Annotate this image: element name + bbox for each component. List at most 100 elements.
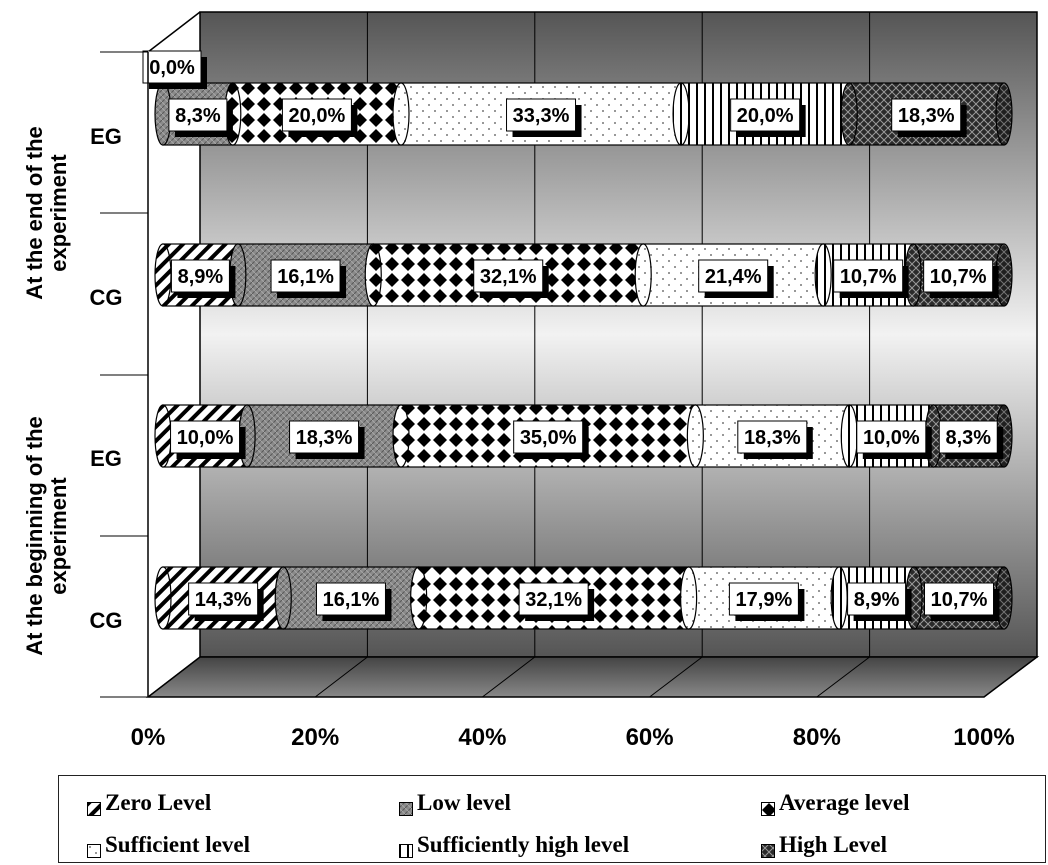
floor-grid-line — [649, 656, 703, 698]
category-label: EG — [90, 446, 122, 471]
data-label: 18,3% — [891, 98, 967, 137]
bar-segment-edge — [840, 82, 858, 146]
data-label-text: 17,9% — [736, 589, 793, 611]
data-label-box — [142, 50, 202, 84]
data-label-text: 8,9% — [178, 266, 224, 288]
data-label-box — [506, 98, 577, 132]
data-label-box — [188, 582, 259, 616]
sufficient-level-swatch-icon — [87, 838, 101, 858]
legend-item-sufficiently-high-level: Sufficiently high level — [399, 832, 629, 858]
data-label-box — [168, 98, 228, 132]
data-label-text: 10,7% — [840, 266, 897, 288]
legend-item-high-level: High Level — [761, 832, 887, 858]
data-label-box — [856, 420, 927, 454]
data-label: 32,1% — [473, 259, 549, 298]
data-label-text: 18,3% — [898, 105, 955, 127]
bar-segment-edge — [830, 566, 848, 630]
data-label: 8,3% — [168, 98, 233, 137]
data-label-text: 14,3% — [195, 589, 252, 611]
bar-segment-edge — [840, 404, 858, 468]
data-label-box — [923, 259, 994, 293]
bar-segment-edge — [410, 566, 428, 630]
data-label-box — [924, 582, 995, 616]
data-label: 10,0% — [856, 420, 932, 459]
data-label: 10,7% — [833, 259, 909, 298]
data-label: 10,7% — [924, 582, 1000, 621]
x-tick-label: 100% — [953, 724, 1014, 751]
data-label-text: 18,3% — [296, 427, 353, 449]
x-tick-label: 60% — [626, 724, 674, 751]
data-label-box — [518, 582, 589, 616]
floor-grid-line — [816, 656, 870, 698]
bar-segment-edge — [672, 82, 690, 146]
data-label: 8,9% — [847, 582, 912, 621]
data-label-text: 33,3% — [513, 105, 570, 127]
category-label: CG — [90, 608, 123, 633]
data-label-box — [170, 259, 230, 293]
legend-item-sufficient-level: Sufficient level — [87, 832, 250, 858]
category-label: CG — [90, 285, 123, 310]
data-label: 32,1% — [518, 582, 595, 621]
bar-segment-edge — [154, 243, 172, 307]
data-label: 10,0% — [170, 420, 246, 459]
x-tick-label: 40% — [458, 724, 506, 751]
bar-segment-edge — [686, 404, 704, 468]
group-label: At the beginning of theexperiment — [22, 416, 71, 656]
data-label: 18,3% — [289, 420, 365, 459]
chart-legend: Zero Level Low level Average level Suffi… — [58, 775, 1046, 863]
x-tick-label: 20% — [291, 724, 339, 751]
data-label-text: 20,0% — [289, 105, 346, 127]
x-tick-label: 0% — [131, 724, 166, 751]
bar-segment-edge — [154, 404, 172, 468]
data-label: 8,9% — [170, 259, 236, 298]
legend-item-low-level: Low level — [399, 790, 511, 816]
bar-segment-edge — [154, 566, 172, 630]
sufficiently-high-level-swatch-icon — [399, 838, 413, 858]
data-label: 10,7% — [923, 259, 999, 298]
data-label: 17,9% — [728, 582, 805, 621]
data-label-text: 8,3% — [175, 105, 221, 127]
bar-segment-edge — [392, 82, 410, 146]
bar-end-cap — [995, 82, 1013, 146]
data-label-box — [698, 259, 769, 293]
group-label: At the end of theexperiment — [22, 126, 71, 300]
data-label: 0,0% — [142, 50, 207, 89]
data-label-box — [270, 259, 341, 293]
data-label: 20,0% — [730, 98, 806, 137]
data-label-text: 21,4% — [705, 266, 762, 288]
data-label-box — [730, 98, 801, 132]
data-label-text: 10,7% — [931, 589, 988, 611]
bar-segment-edge — [634, 243, 652, 307]
data-label: 8,3% — [938, 420, 1004, 459]
data-label-box — [281, 98, 352, 132]
legend-item-zero-level: Zero Level — [87, 790, 211, 816]
floor-grid-line — [482, 656, 536, 698]
data-label-text: 32,1% — [480, 266, 537, 288]
data-label-box — [833, 259, 904, 293]
x-tick-label: 80% — [793, 724, 841, 751]
data-label-text: 20,0% — [737, 105, 794, 127]
data-label: 16,1% — [270, 259, 347, 298]
floor-grid-line — [983, 656, 1038, 698]
data-label-text: 8,9% — [854, 589, 900, 611]
legend-label: Zero Level — [105, 790, 212, 815]
legend-label: Sufficient level — [105, 832, 250, 857]
low-level-swatch-icon — [399, 796, 413, 816]
bar-segment-edge — [364, 243, 382, 307]
bar-segment-edge — [274, 566, 292, 630]
data-label: 21,4% — [698, 259, 774, 298]
data-label: 35,0% — [513, 420, 589, 459]
data-label-text: 16,1% — [277, 266, 334, 288]
bar-end-cap-shade — [996, 83, 1012, 145]
plot-floor — [145, 656, 1040, 698]
data-label-box — [513, 420, 584, 454]
bar-segment-edge — [680, 566, 698, 630]
floor-grid-line — [147, 656, 201, 698]
data-label: 16,1% — [315, 582, 392, 621]
data-label-text: 32,1% — [525, 589, 582, 611]
plot-side-edge — [147, 11, 201, 53]
bar-end-cap-shade — [996, 567, 1012, 629]
bar-segment-edge — [814, 243, 832, 307]
data-label: 33,3% — [506, 98, 582, 137]
data-label-text: 16,1% — [323, 589, 380, 611]
